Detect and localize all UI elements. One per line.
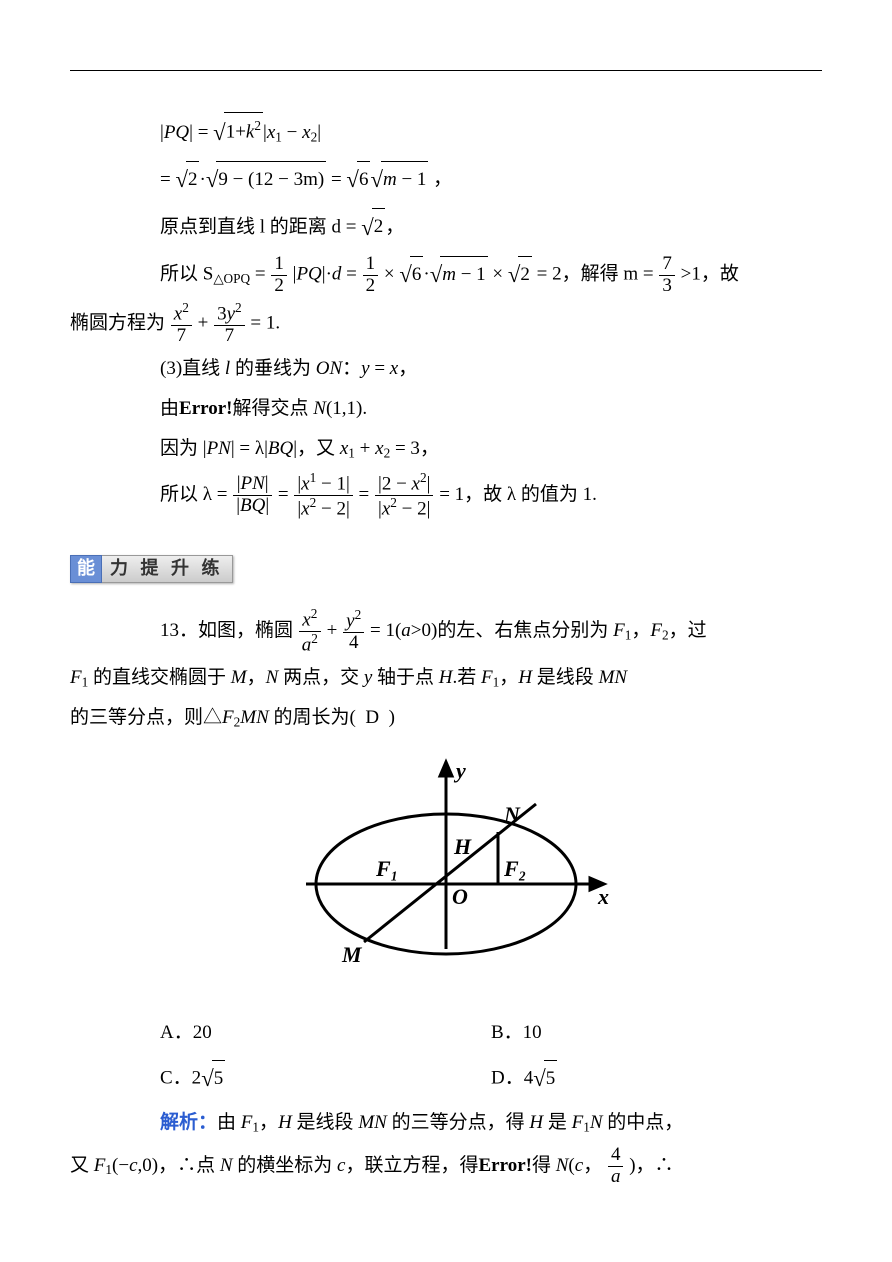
svg-text:H: H bbox=[453, 834, 472, 859]
svg-text:O: O bbox=[452, 884, 468, 909]
choice-a: A．20 bbox=[160, 1015, 491, 1051]
choice-d: D．4√5 bbox=[491, 1057, 822, 1100]
area-line: 所以 S△OPQ = 12 |PQ|·d = 12 × √6·√m − 1 × … bbox=[70, 253, 822, 297]
q13-line2: F1 的直线交椭圆于 M，N 两点，交 y 轴于点 H.若 F1，H 是线段 M… bbox=[70, 660, 822, 696]
badge-right: 力 提 升 练 bbox=[102, 555, 233, 583]
q13-line3: 的三等分点，则△F2MN 的周长为( D ) bbox=[70, 700, 822, 736]
part3-line3: 因为 |PN| = λ|BQ|，又 x1 + x2 = 3， bbox=[70, 431, 822, 467]
svg-text:x: x bbox=[597, 884, 609, 909]
pq-eval: = √2·√9 − (12 − 3m) = √6√m − 1 ， bbox=[70, 158, 822, 201]
svg-text:M: M bbox=[341, 942, 363, 967]
svg-text:F₂: F₂ bbox=[503, 856, 526, 881]
svg-text:N: N bbox=[503, 802, 521, 827]
q13-line1: 13．如图，椭圆 x2a2 + y24 = 1(a>0)的左、右焦点分别为 F1… bbox=[70, 607, 822, 656]
ellipse-equation: 椭圆方程为 x27 + 3y27 = 1. bbox=[70, 301, 822, 347]
top-rule bbox=[70, 70, 822, 71]
part3-line4: 所以 λ = |PN||BQ| = |x1 − 1||x2 − 2| = |2 … bbox=[70, 471, 822, 520]
svg-text:y: y bbox=[453, 758, 466, 783]
explain-label: 解析： bbox=[160, 1112, 217, 1133]
pq-definition: |PQ| = √1+k2|x1 − x2| bbox=[70, 111, 822, 154]
choice-b: B．10 bbox=[491, 1015, 822, 1051]
explain-line1: 解析：由 F1，H 是线段 MN 的三等分点，得 H 是 F1N 的中点， bbox=[70, 1105, 822, 1141]
ellipse-figure: y x N H F₁ F₂ O M bbox=[70, 754, 822, 997]
distance-line: 原点到直线 l 的距离 d = √2， bbox=[70, 206, 822, 249]
svg-text:F₁: F₁ bbox=[375, 856, 398, 881]
section-badge: 能 力 提 升 练 bbox=[70, 555, 233, 583]
part3-line2: 由Error!解得交点 N(1,1). bbox=[70, 391, 822, 427]
choice-c: C．2√5 bbox=[160, 1057, 491, 1100]
badge-left: 能 bbox=[70, 555, 102, 583]
explain-line2: 又 F1(−c,0)，∴点 N 的横坐标为 c，联立方程，得Error!得 N(… bbox=[70, 1145, 822, 1188]
q13-answer: D bbox=[365, 707, 379, 728]
choices: A．20 B．10 C．2√5 D．4√5 bbox=[70, 1015, 822, 1100]
part3-line1: (3)直线 l 的垂线为 ON：y = x， bbox=[70, 351, 822, 387]
